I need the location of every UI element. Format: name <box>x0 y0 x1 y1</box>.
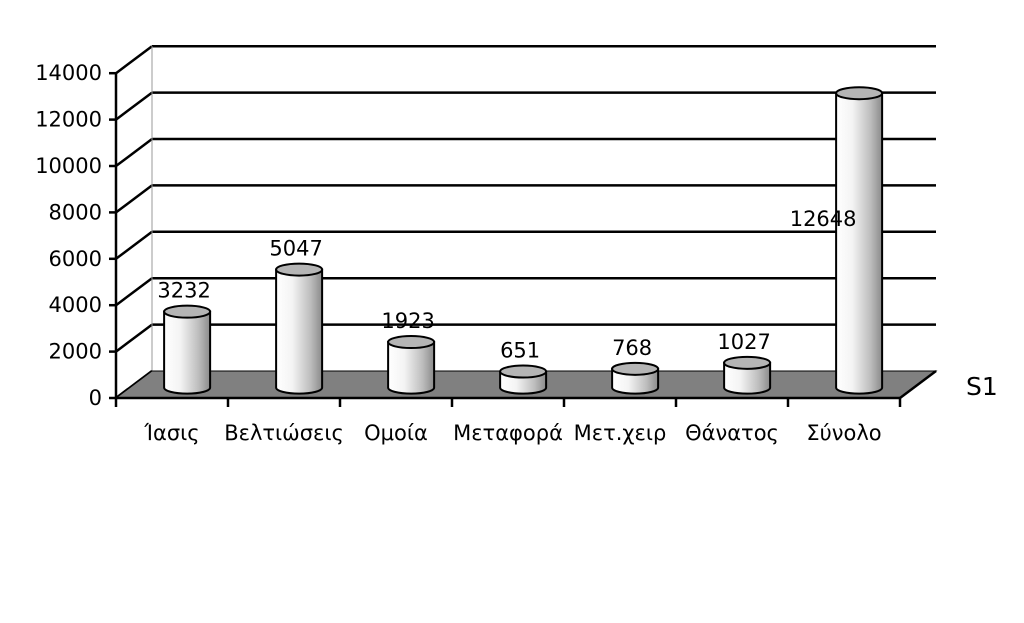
x-category-label: Ίασις <box>143 421 199 445</box>
data-label: 12648 <box>790 207 857 231</box>
depth-axis-line <box>899 370 937 399</box>
bar-top <box>275 262 324 277</box>
series-label: S1 <box>966 372 998 401</box>
data-label: 3232 <box>157 279 210 303</box>
side-wall-line <box>115 45 153 75</box>
bar-top <box>499 364 548 379</box>
x-category-label: Μεταφορά <box>453 421 563 445</box>
y-tick-label: 10000 <box>35 154 102 178</box>
side-wall-line <box>115 323 153 353</box>
bar <box>275 262 324 395</box>
y-tick-label: 12000 <box>35 108 102 132</box>
bar <box>163 304 212 395</box>
bar-top <box>163 304 212 319</box>
x-category-label: Μετ.χειρ <box>574 421 667 445</box>
side-wall-line <box>115 184 153 214</box>
bar-body <box>163 310 212 395</box>
bar-body <box>387 341 436 395</box>
side-wall-line <box>115 138 153 167</box>
bar-body <box>835 92 884 395</box>
x-category-label: Βελτιώσεις <box>224 421 344 445</box>
y-tick-label: 4000 <box>49 293 102 317</box>
bar-body <box>723 361 772 395</box>
x-category-label: Σύνολο <box>806 421 881 445</box>
data-label: 768 <box>612 336 652 360</box>
data-label: 5047 <box>269 237 322 261</box>
bar-body <box>275 268 324 395</box>
y-tick-label: 6000 <box>49 247 102 271</box>
x-category-label: Ομοία <box>364 421 428 445</box>
bar-top <box>835 86 884 101</box>
data-label: 651 <box>500 339 540 363</box>
bar-top <box>611 361 660 376</box>
y-tick-label: 8000 <box>49 200 102 224</box>
side-wall-line <box>115 277 153 307</box>
x-category-label: Θάνατος <box>685 421 779 445</box>
data-label: 1923 <box>381 309 434 333</box>
bar <box>387 335 436 395</box>
y-tick-label: 14000 <box>35 61 102 85</box>
bar <box>611 361 660 395</box>
bar <box>499 364 548 395</box>
bar <box>723 355 772 395</box>
bar-top <box>387 335 436 350</box>
bar <box>835 86 884 395</box>
side-wall-line <box>115 91 153 121</box>
y-tick-label: 0 <box>89 386 102 410</box>
bar-top <box>723 355 772 370</box>
y-tick-label: 2000 <box>49 340 102 364</box>
data-label: 1027 <box>717 330 770 354</box>
side-wall-line <box>115 230 153 260</box>
